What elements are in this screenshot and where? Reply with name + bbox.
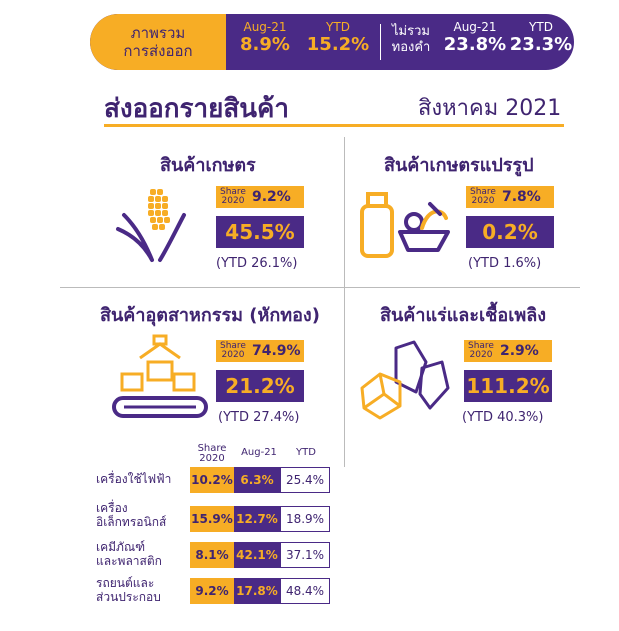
table-cell-aug: 6.3% [234,467,280,493]
overview-aug-col: Aug-21 8.9% [230,20,300,55]
table-cell-ytd: 48.4% [280,578,330,604]
table-row-label: เครื่อง อิเล็กทรอนิกส์ [96,501,166,529]
processed-share-value: 7.8% [501,189,541,205]
exgold-ytd-label: YTD [529,20,553,34]
conveyor-icon [112,334,208,418]
exgold-label-line1: ไม่รวม [392,24,430,39]
table-header-share: Share 2020 [190,444,234,464]
table-header-share-line1: Share [197,443,227,454]
industrial-share-box: Share 2020 74.9% [216,340,304,362]
table-cell-share: 10.2% [190,467,234,493]
processed-food-icon [360,192,450,258]
share-label-line2: 2020 [221,350,245,360]
table-cell-ytd: 37.1% [280,542,330,568]
minerals-ytd-value: (YTD 40.3%) [462,410,544,425]
overview-ytd-value: 15.2% [306,34,370,55]
row-label-line1: รถยนต์และ [96,576,155,590]
table-cell-ytd: 18.9% [280,506,330,532]
overview-ytd-col: YTD 15.2% [302,20,374,55]
row-label-line1: เครื่องใช้ไฟฟ้า [96,472,172,486]
table-cell-share: 8.1% [190,542,234,568]
industrial-share-value: 74.9% [251,343,301,359]
table-cell-ytd: 25.4% [280,467,330,493]
table-row-label: เครื่องใช้ไฟฟ้า [96,472,171,486]
minerals-aug-value: 111.2% [464,370,552,402]
industrial-ytd-value: (YTD 27.4%) [218,410,300,425]
table-header-aug: Aug-21 [241,447,277,458]
minerals-share-value: 2.9% [499,343,539,359]
exgold-label: ไม่รวม ทองคำ [386,24,436,56]
exgold-label-line2: ทองคำ [391,40,431,55]
period-label: สิงหาคม 2021 [418,96,562,121]
share-label-line1: Share [220,187,246,197]
table-header-share-line2: 2020 [199,453,225,464]
row-label-line2: และพลาสติก [96,554,162,568]
exgold-aug-label: Aug-21 [453,20,497,34]
quadrant-divider-vertical [344,137,345,467]
row-label-line2: อิเล็กทรอนิกส์ [96,515,167,529]
processed-share-label: Share 2020 [470,188,496,206]
industrial-aug-value: 21.2% [216,370,304,402]
minerals-icon [360,340,450,420]
table-header-ytd: YTD [296,447,316,458]
agriculture-ytd-value: (YTD 26.1%) [216,256,298,271]
processed-aug-value: 0.2% [466,216,554,248]
processed-share-box: Share 2020 7.8% [466,186,554,208]
minerals-share-label: Share 2020 [468,342,494,360]
exgold-ytd-value: 23.3% [509,34,573,55]
table-row-label: เคมีภัณฑ์ และพลาสติก [96,540,162,568]
share-label-line2: 2020 [469,350,493,360]
table-row-label: รถยนต์และ ส่วนประกอบ [96,576,161,604]
share-label-line1: Share [468,341,494,351]
row-label-line2: ส่วนประกอบ [96,590,161,604]
category-processed-agriculture-title: สินค้าเกษตรแปรรูป [384,155,534,176]
share-label-line1: Share [470,187,496,197]
overview-label-line1: ภาพรวม [130,24,186,42]
table-cell-share: 15.9% [190,506,234,532]
export-overview-banner: ภาพรวม การส่งออก Aug-21 8.9% YTD 15.2% ไ… [90,14,574,70]
header-divider [380,24,381,60]
row-label-line1: เคมีภัณฑ์ [96,540,146,554]
share-label-line2: 2020 [221,196,245,206]
category-agriculture-title: สินค้าเกษตร [160,155,256,176]
share-label-line2: 2020 [471,196,495,206]
quadrant-divider-horizontal [60,287,580,288]
agriculture-aug-value: 45.5% [216,216,304,248]
overview-label-box: ภาพรวม การส่งออก [90,14,226,70]
overview-aug-label: Aug-21 [243,20,287,34]
table-cell-aug: 42.1% [234,542,280,568]
processed-ytd-value: (YTD 1.6%) [468,256,542,271]
exgold-aug-col: Aug-21 23.8% [440,20,510,55]
industrial-share-label: Share 2020 [220,342,246,360]
share-label-line1: Share [220,341,246,351]
overview-label-line2: การส่งออก [123,42,193,60]
exgold-aug-value: 23.8% [443,34,507,55]
title-underline [104,124,564,127]
table-cell-aug: 12.7% [234,506,280,532]
page-title: ส่งออกรายสินค้า [104,94,289,124]
overview-aug-value: 8.9% [240,34,290,55]
agriculture-share-box: Share 2020 9.2% [216,186,304,208]
row-label-line1: เครื่อง [96,501,128,515]
agriculture-share-label: Share 2020 [220,188,246,206]
table-cell-aug: 17.8% [234,578,280,604]
category-industrial-title: สินค้าอุตสาหกรรม (หักทอง) [100,305,320,326]
category-minerals-title: สินค้าแร่และเชื้อเพลิง [380,305,547,326]
corn-icon [116,189,186,262]
exgold-ytd-col: YTD 23.3% [508,20,574,55]
minerals-share-box: Share 2020 2.9% [464,340,552,362]
table-cell-share: 9.2% [190,578,234,604]
overview-ytd-label: YTD [326,20,350,34]
agriculture-share-value: 9.2% [251,189,291,205]
